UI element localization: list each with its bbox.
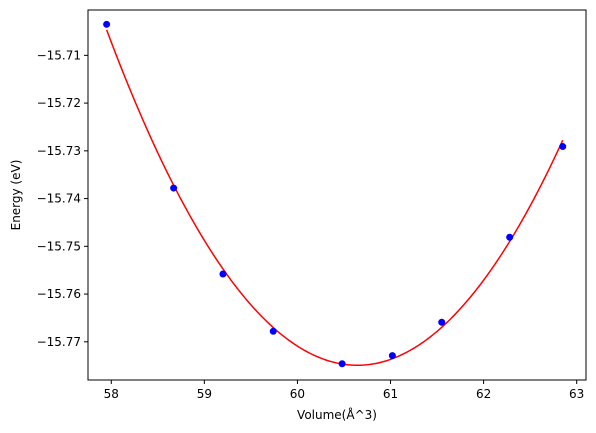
x-tick-label: 58 bbox=[104, 387, 119, 401]
y-tick-label: −15.74 bbox=[37, 192, 81, 206]
data-point bbox=[103, 20, 111, 28]
y-axis-label: Energy (eV) bbox=[9, 160, 23, 231]
x-tick-label: 62 bbox=[476, 387, 491, 401]
data-point bbox=[219, 270, 227, 278]
fit-curve-line bbox=[105, 29, 564, 367]
data-point bbox=[170, 184, 178, 192]
data-point bbox=[269, 327, 277, 335]
data-point bbox=[506, 233, 514, 241]
y-axis-ticks: −15.71 −15.72 −15.73 −15.74 −15.75 −15.76 −15.… bbox=[37, 48, 88, 349]
x-tick-label: 59 bbox=[197, 387, 212, 401]
y-tick-label: −15.76 bbox=[37, 287, 81, 301]
data-point bbox=[559, 143, 567, 151]
y-tick-label: −15.71 bbox=[37, 48, 81, 62]
plot-area-frame bbox=[87, 9, 587, 381]
y-tick-label: −15.73 bbox=[37, 144, 81, 158]
data-point bbox=[338, 360, 346, 368]
data-point bbox=[438, 318, 446, 326]
x-tick-label: 63 bbox=[569, 387, 584, 401]
x-axis-ticks: 58 59 60 61 62 63 bbox=[104, 380, 584, 401]
x-tick-label: 61 bbox=[383, 387, 398, 401]
x-axis-label: Volume(Å^3) bbox=[297, 407, 377, 422]
y-tick-label: −15.77 bbox=[37, 335, 81, 349]
fit-curve-layer bbox=[105, 29, 564, 367]
y-tick-label: −15.75 bbox=[37, 239, 81, 253]
data-points-layer bbox=[103, 20, 567, 368]
y-tick-label: −15.72 bbox=[37, 96, 81, 110]
x-tick-label: 60 bbox=[290, 387, 305, 401]
data-point bbox=[388, 352, 396, 360]
